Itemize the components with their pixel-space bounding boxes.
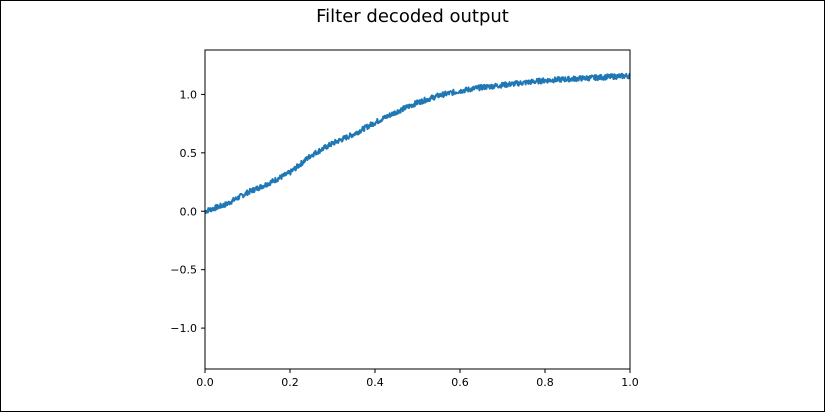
x-tick-label: 0.2 <box>281 376 299 389</box>
x-tick-label: 0.8 <box>536 376 554 389</box>
x-tick-label: 0.6 <box>451 376 469 389</box>
series-line-0 <box>204 72 631 214</box>
y-tick-label: 0.5 <box>180 147 198 160</box>
y-tick-label: −1.0 <box>170 322 197 335</box>
plot-frame <box>204 49 631 370</box>
chart-title: Filter decoded output <box>316 6 509 27</box>
y-tick-label: 0.0 <box>180 205 198 218</box>
y-tick-label: 1.0 <box>180 88 198 101</box>
x-tick-label: 1.0 <box>621 376 639 389</box>
x-tick-label: 0.4 <box>366 376 384 389</box>
x-tick-label: 0.0 <box>196 376 214 389</box>
y-tick-label: −0.5 <box>170 264 197 277</box>
